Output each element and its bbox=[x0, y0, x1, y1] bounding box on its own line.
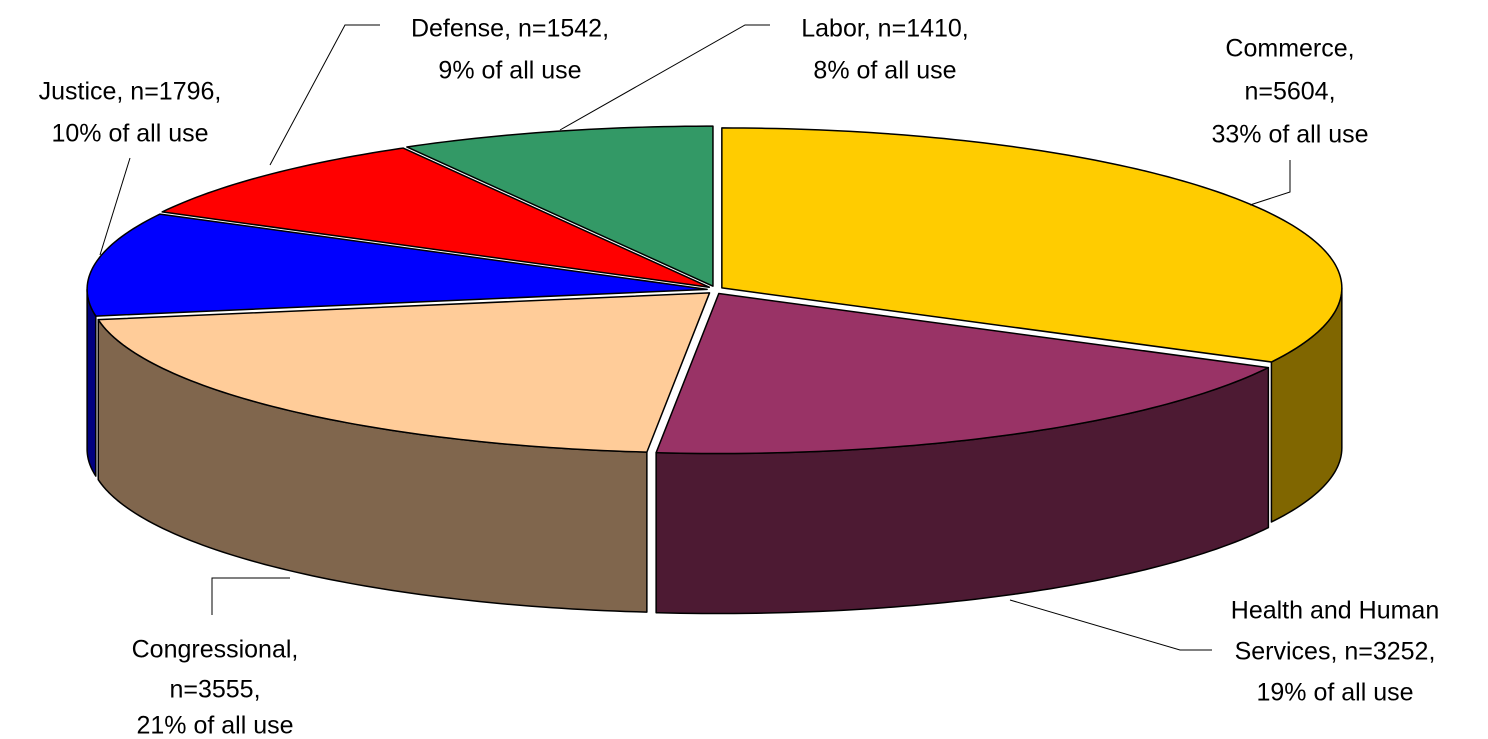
slice-label: Labor, n=1410, bbox=[801, 15, 969, 43]
leader-line bbox=[1249, 160, 1291, 206]
slice-label: 33% of all use bbox=[1211, 121, 1368, 149]
slice-label: Services, n=3252, bbox=[1235, 638, 1436, 666]
slice-label: 9% of all use bbox=[438, 57, 581, 85]
slice-label: Justice, n=1796, bbox=[39, 78, 222, 106]
leader-line bbox=[1009, 599, 1212, 651]
leader-line bbox=[269, 24, 380, 166]
slice-label: Health and Human bbox=[1231, 597, 1439, 625]
slice-label: 8% of all use bbox=[813, 57, 956, 85]
slice-label: 19% of all use bbox=[1256, 679, 1413, 707]
slice-label: 10% of all use bbox=[51, 120, 208, 148]
leader-line bbox=[211, 577, 290, 615]
slice bbox=[406, 125, 714, 287]
leader-line bbox=[99, 157, 131, 256]
slice bbox=[721, 127, 1343, 363]
slice bbox=[161, 147, 711, 288]
slice-label: n=5604, bbox=[1244, 78, 1335, 106]
slice-label: n=3555, bbox=[169, 676, 260, 704]
slice bbox=[655, 292, 1270, 455]
slice-label: 21% of all use bbox=[136, 712, 293, 739]
slice-label: Commerce, bbox=[1225, 35, 1354, 63]
slice bbox=[86, 213, 708, 317]
slice bbox=[97, 292, 711, 453]
leader-line bbox=[559, 24, 770, 131]
slice-label: Congressional, bbox=[132, 636, 299, 664]
slice-label: Defense, n=1542, bbox=[411, 15, 609, 43]
slice-side bbox=[86, 288, 97, 477]
